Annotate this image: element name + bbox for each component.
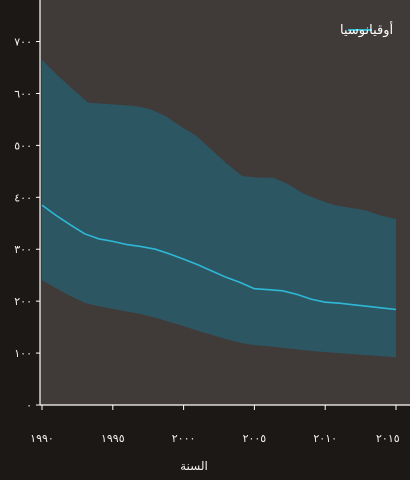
y-tick-label: ٦٠٠ — [14, 87, 32, 100]
x-tick-label: ٢٠١٥ — [376, 432, 400, 445]
x-tick-label: ٢٠٠٥ — [243, 432, 267, 445]
y-tick-label: ٥٠٠ — [14, 139, 32, 152]
legend-label: أوقيانوسيا — [340, 21, 393, 38]
series-line — [41, 204, 397, 311]
y-tick-label: ٤٠٠ — [14, 191, 32, 204]
y-tick-label: ٢٠٠ — [14, 295, 32, 308]
x-axis-ticks: ١٩٩٠ ١٩٩٥ ٢٠٠٠ ٢٠٠٥ ٢٠١٠ ٢٠١٥ — [30, 405, 400, 445]
x-tick-label: ٢٠١٠ — [313, 432, 337, 445]
x-axis-label: السنة — [180, 459, 208, 473]
y-tick-label: ٧٠٠ — [14, 36, 32, 49]
x-tick-label: ١٩٩٥ — [101, 432, 125, 445]
confidence-band-layer — [42, 59, 396, 358]
y-tick-label: ١٠٠ — [14, 347, 32, 360]
y-tick-label: ٠ — [26, 399, 32, 412]
series-line-layer — [41, 204, 397, 311]
x-tick-label: ٢٠٠٠ — [172, 432, 196, 445]
confidence-band — [42, 59, 396, 358]
legend: أوقيانوسيا — [340, 21, 393, 38]
y-axis-ticks: ٠ ١٠٠ ٢٠٠ ٣٠٠ ٤٠٠ ٥٠٠ ٦٠٠ ٧٠٠ — [14, 36, 40, 412]
y-tick-label: ٣٠٠ — [14, 243, 32, 256]
x-tick-label: ١٩٩٠ — [30, 432, 54, 445]
